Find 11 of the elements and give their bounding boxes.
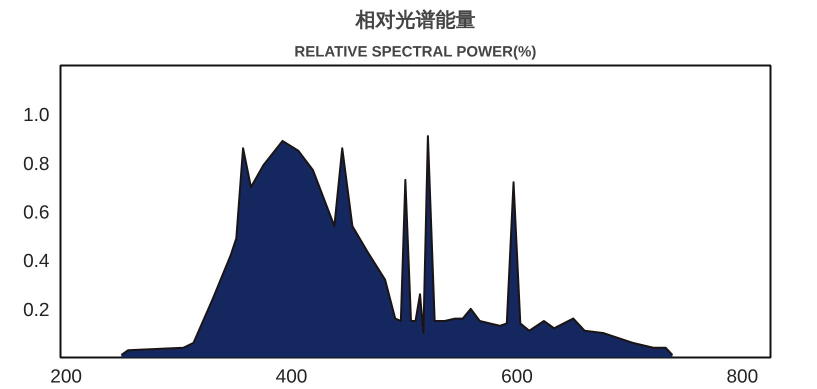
x-tick-label: 200	[50, 366, 82, 388]
y-tick-label: 0.2	[23, 300, 50, 321]
chart-subtitle: RELATIVE SPECTRAL POWER(%)	[294, 44, 536, 60]
y-tick-label: 1.0	[23, 105, 50, 126]
y-tick-label: 0.6	[23, 202, 50, 224]
x-tick-label: 800	[726, 366, 758, 388]
x-tick-label: 600	[501, 366, 533, 388]
x-tick-label: 400	[276, 366, 308, 388]
y-tick-label: 0.8	[23, 154, 50, 175]
y-tick-label: 0.4	[23, 251, 50, 272]
chart-title: 相对光谱能量	[354, 8, 476, 32]
